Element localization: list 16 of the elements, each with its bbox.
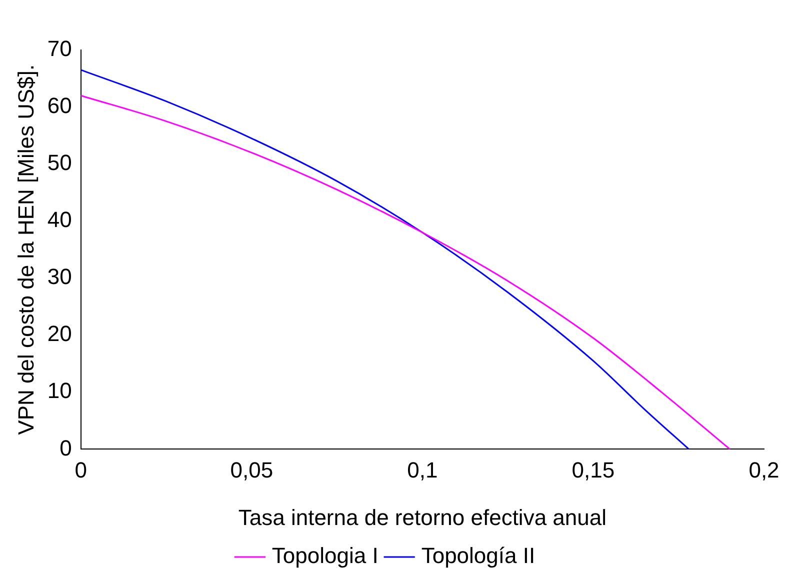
y-tick-label: 10 (47, 378, 72, 404)
x-tick-label: 0,15 (572, 457, 615, 482)
x-tick-label: 0,2 (748, 457, 780, 482)
y-tick-label: 40 (47, 207, 72, 232)
y-tick-label: 20 (47, 321, 72, 346)
x-axis-title: Tasa interna de retorno efectiva anual (238, 504, 606, 530)
y-tick-label: 70 (47, 36, 72, 62)
y-tick-label: 60 (47, 93, 72, 118)
y-tick-label: 30 (47, 264, 72, 290)
y-tick-label: 0 (60, 435, 72, 460)
legend-label: Topología II (421, 543, 536, 568)
y-axis-title: VPN del costo de la HEN [Miles US$]. (13, 64, 38, 435)
x-tick-label: 0,1 (407, 457, 438, 482)
legend-label: Topologia I (272, 543, 378, 568)
y-tick-label: 50 (47, 150, 72, 176)
x-tick-label: 0,05 (230, 457, 274, 482)
